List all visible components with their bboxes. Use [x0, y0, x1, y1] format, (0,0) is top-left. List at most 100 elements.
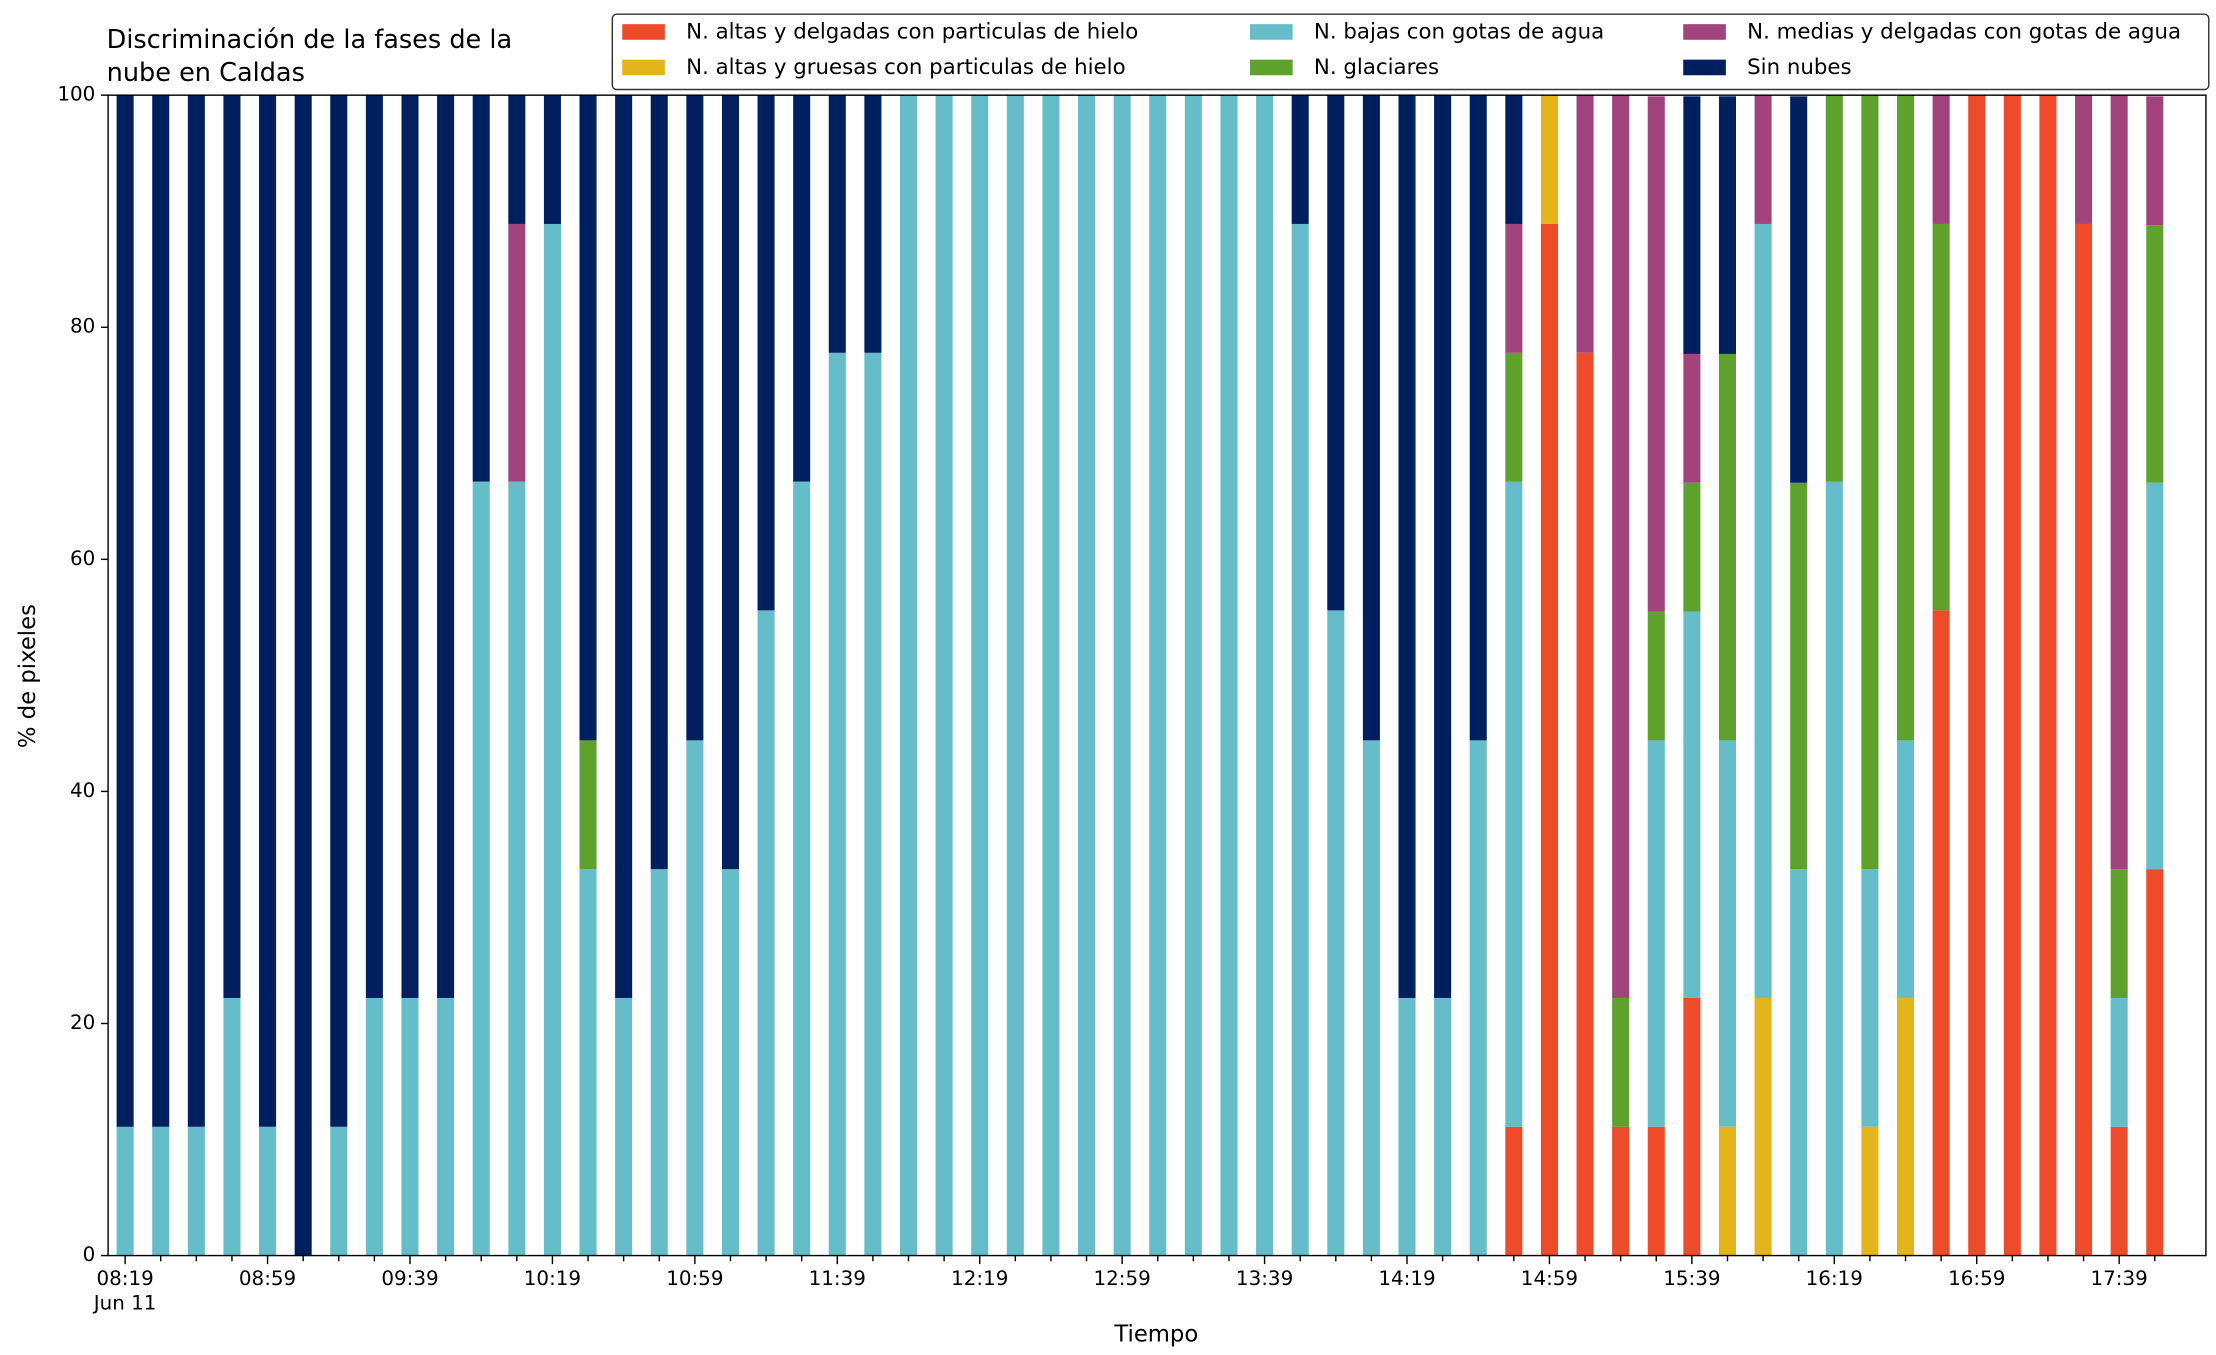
bar-segment [1683, 611, 1701, 998]
bar-segment [116, 95, 134, 1127]
x-tick-label: 16:19 [1806, 1267, 1863, 1290]
x-tick-label: 17:39 [2091, 1267, 2148, 1290]
bar-segment [579, 869, 597, 1256]
bar-segment [793, 95, 811, 482]
y-tick-label: 100 [57, 83, 95, 106]
bar-segment [294, 95, 312, 1256]
bar-segment [864, 352, 882, 1256]
bar-segment [686, 740, 704, 1256]
bar-segment [437, 997, 455, 1256]
bar-segment [472, 481, 490, 1256]
bar-segment [793, 481, 811, 1256]
plot-frame [107, 94, 2207, 1257]
bar-segment [757, 610, 775, 1256]
bar-segment [259, 95, 277, 1127]
x-tick-label: 15:39 [1663, 1267, 1720, 1290]
legend-label: N. glaciares [1314, 55, 1439, 80]
x-tick-label: 14:19 [1378, 1267, 1435, 1290]
bar-segment [1861, 1126, 1879, 1256]
bar-segment [1505, 481, 1523, 1127]
bar-segment [1505, 352, 1523, 482]
x-tick-label: 12:19 [951, 1267, 1008, 1290]
bar-segment [1184, 95, 1202, 1256]
bar-segment [1362, 740, 1380, 1256]
bar-segment [1754, 223, 1772, 998]
bar-segment [615, 997, 633, 1256]
bar-segment [401, 997, 419, 1256]
legend-label: Sin nubes [1747, 55, 1851, 80]
bar-segment [2039, 95, 2057, 1256]
bar-segment [1790, 869, 1808, 1256]
bar-segment [152, 1126, 170, 1256]
legend-swatch [1250, 59, 1293, 76]
x-tick-label: 12:59 [1094, 1267, 1151, 1290]
bar-segment [1647, 740, 1665, 1127]
bar-segment [508, 95, 526, 224]
bar-segment [1612, 997, 1630, 1127]
bar-segment [2110, 95, 2128, 870]
bar-segment [1861, 95, 1879, 870]
bar-segment [152, 95, 170, 1127]
bar-segment [615, 95, 633, 998]
bar-segment [1576, 95, 1594, 353]
bar-segment [1006, 95, 1024, 1256]
bar-segment [935, 95, 953, 1256]
bar-segment [187, 1126, 205, 1256]
bar-segment [508, 481, 526, 1256]
bar-segment [828, 95, 846, 353]
bar-segment [1113, 95, 1131, 1256]
bar-segment [828, 352, 846, 1256]
bar-segment [1398, 95, 1416, 998]
legend-swatch [622, 59, 665, 76]
bar-segment [1790, 482, 1808, 870]
legend-label: N. medias y delgadas con gotas de agua [1747, 20, 2181, 45]
bar-segment [721, 869, 739, 1256]
bar-segment [116, 1126, 134, 1256]
bar-segment [864, 95, 882, 353]
bar-segment [2003, 95, 2021, 1256]
bar-segment [2110, 869, 2128, 998]
x-tick-label: 13:39 [1236, 1267, 1293, 1290]
bar-segment [1612, 95, 1630, 998]
bar-segment [1896, 997, 1915, 1256]
bar-segment [1505, 223, 1523, 353]
bar-segment [1968, 95, 1986, 1256]
bar-segment [1469, 95, 1487, 741]
bar-segment [1149, 95, 1167, 1256]
bar-segment [2110, 997, 2128, 1127]
bar-segment [1896, 95, 1915, 741]
legend-label: N. altas y gruesas con particulas de hie… [686, 55, 1125, 80]
bar-segment [1469, 740, 1487, 1256]
bar-segment [971, 95, 989, 1256]
bar-segment [2146, 96, 2164, 226]
bar-segment [757, 95, 775, 611]
bar-segment [1718, 1126, 1737, 1256]
x-tick-label: 16:59 [1948, 1267, 2005, 1290]
bar-segment [1220, 95, 1238, 1256]
bar-segment [1362, 95, 1380, 741]
bar-segment [1540, 223, 1558, 1256]
bar-segment [1647, 611, 1665, 741]
x-axis-label: Tiempo [1113, 1322, 1198, 1348]
bar-segment [1683, 482, 1701, 612]
bar-segment [2146, 869, 2164, 1256]
bar-segment [1576, 352, 1594, 1256]
legend-swatch [1683, 24, 1726, 40]
bar-segment [1042, 95, 1060, 1256]
bar-segment [1612, 1126, 1630, 1256]
bar-segment [579, 95, 597, 741]
bar-segment [1932, 223, 1950, 611]
x-tick-label: 08:19 [96, 1267, 153, 1290]
bar-segment [223, 997, 241, 1256]
bar-segment [401, 95, 419, 998]
x-tick-label: 08:59 [239, 1267, 296, 1290]
bar-segment [472, 95, 490, 482]
bar-segment [330, 95, 348, 1127]
bar-segment [1647, 96, 1665, 612]
bar-segment [1754, 997, 1772, 1256]
x-tick-label: 14:59 [1521, 1267, 1578, 1290]
x-date-label: Jun 11 [92, 1291, 157, 1314]
bar-segment [1078, 95, 1096, 1256]
bar-segment [1398, 997, 1416, 1256]
